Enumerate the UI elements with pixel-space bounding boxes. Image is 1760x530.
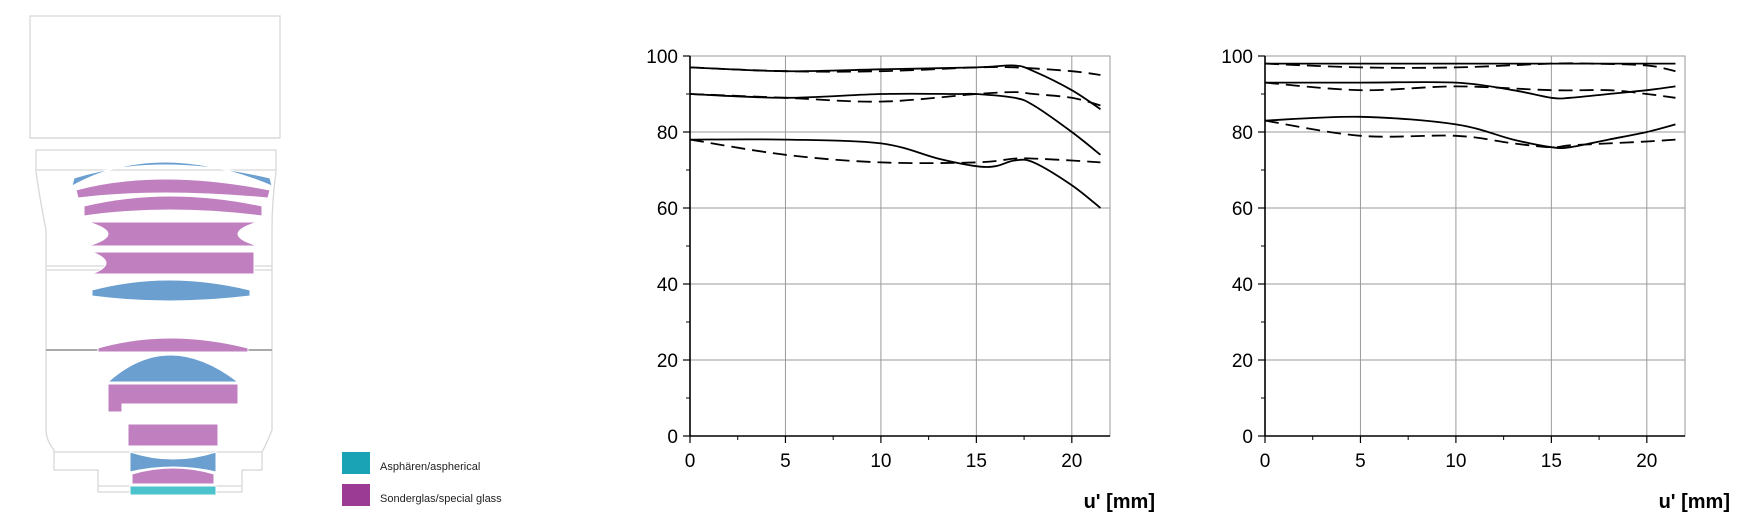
mtf-chart-left: 0 5 10 15 20 0 20 40 60 80 100 u' [mm] bbox=[646, 47, 1155, 513]
x-tick-label: 0 bbox=[685, 451, 696, 472]
plot-frame bbox=[689, 55, 1111, 437]
lens-element-6 bbox=[91, 279, 251, 302]
chart-axes: 0 5 10 15 20 0 20 40 60 80 100 bbox=[646, 47, 1110, 472]
mtf-chart-right: 0 5 10 15 20 0 20 40 60 80 100 u' [mm] bbox=[1221, 47, 1730, 513]
x-tick-label: 5 bbox=[1355, 451, 1366, 472]
lens-element-8 bbox=[106, 354, 240, 383]
lens-legend: Asphären/aspherical Sonderglas/special g… bbox=[342, 452, 502, 506]
series-line-1-solid bbox=[689, 64, 1101, 110]
lens-element-7 bbox=[97, 337, 249, 353]
lens-element-11 bbox=[129, 451, 217, 473]
y-tick-label: 60 bbox=[657, 199, 678, 220]
lens-element-10 bbox=[127, 423, 219, 447]
series-line-5-solid bbox=[689, 138, 1102, 209]
legend-label-special-glass: Sonderglas/special glass bbox=[380, 493, 502, 505]
x-axis-title: u' [mm] bbox=[1084, 491, 1155, 513]
x-tick-label: 5 bbox=[780, 451, 791, 472]
series-line-2-dashed bbox=[1264, 62, 1676, 73]
legend-swatch-aspherical bbox=[342, 452, 370, 474]
x-tick-label: 0 bbox=[1260, 451, 1271, 472]
y-tick-label: 100 bbox=[646, 47, 678, 68]
x-tick-label: 20 bbox=[1061, 451, 1082, 472]
lens-element-9 bbox=[107, 383, 239, 413]
chart-series bbox=[1264, 62, 1676, 150]
lens-element-13-aspherical bbox=[129, 485, 217, 496]
series-line-6-dashed bbox=[689, 138, 1101, 165]
chart-grid bbox=[689, 55, 1111, 437]
legend-label-aspherical: Asphären/aspherical bbox=[380, 461, 480, 473]
lens-element-3 bbox=[83, 195, 263, 217]
legend-swatch-special-glass bbox=[342, 484, 370, 506]
series-line-2-dashed bbox=[689, 66, 1101, 76]
chart-grid bbox=[1264, 55, 1686, 437]
x-tick-label: 10 bbox=[870, 451, 891, 472]
chart-axes: 0 5 10 15 20 0 20 40 60 80 100 bbox=[1221, 47, 1685, 472]
series-line-4-dashed bbox=[689, 91, 1101, 107]
lens-element-5 bbox=[91, 251, 255, 275]
y-tick-label: 20 bbox=[657, 351, 678, 372]
lens-element-4 bbox=[87, 221, 259, 247]
x-tick-label: 15 bbox=[966, 451, 987, 472]
y-tick-label: 80 bbox=[657, 123, 678, 144]
y-tick-label: 0 bbox=[1242, 427, 1253, 448]
x-tick-label: 20 bbox=[1636, 451, 1657, 472]
lens-elements bbox=[71, 161, 273, 496]
lens-element-12 bbox=[131, 467, 215, 485]
y-tick-label: 60 bbox=[1232, 199, 1253, 220]
y-tick-label: 80 bbox=[1232, 123, 1253, 144]
lens-hood-outline bbox=[29, 15, 281, 139]
y-tick-label: 40 bbox=[1232, 275, 1253, 296]
plot-frame bbox=[1264, 55, 1686, 437]
x-axis-title: u' [mm] bbox=[1659, 491, 1730, 513]
x-tick-label: 15 bbox=[1541, 451, 1562, 472]
lens-body-outline bbox=[35, 149, 277, 493]
y-tick-label: 20 bbox=[1232, 351, 1253, 372]
x-tick-label: 10 bbox=[1445, 451, 1466, 472]
lens-diagram: Asphären/aspherical Sonderglas/special g… bbox=[29, 15, 502, 506]
y-tick-label: 100 bbox=[1221, 47, 1253, 68]
series-line-4-dashed bbox=[1264, 81, 1676, 99]
series-line-6-dashed bbox=[1264, 119, 1676, 149]
lens-element-2 bbox=[75, 178, 271, 199]
lens-element-1 bbox=[71, 161, 273, 187]
y-tick-label: 40 bbox=[657, 275, 678, 296]
chart-series bbox=[689, 64, 1102, 209]
y-tick-label: 0 bbox=[667, 427, 678, 448]
